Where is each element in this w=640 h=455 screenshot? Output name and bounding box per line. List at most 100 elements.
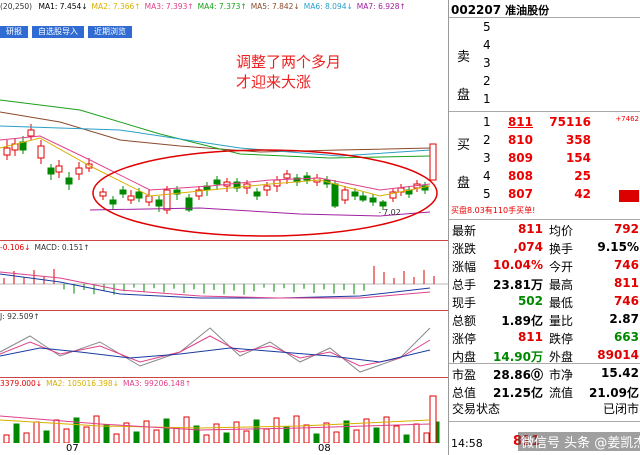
volume-bar xyxy=(393,425,400,443)
quote-field-label: 现手 xyxy=(452,296,477,310)
quote-field-label: 最高 xyxy=(549,278,574,292)
sell-level-index: 4 xyxy=(483,38,491,52)
ma-label-6: MA6: 8.094↓ xyxy=(303,2,353,11)
ma-label-5: MA5: 7.842↓ xyxy=(250,2,300,11)
quote-field-value: 28.86⓪ xyxy=(493,368,543,382)
quote-field-label: 最新 xyxy=(452,224,477,238)
macd-value-1: -0.106↓ xyxy=(0,243,31,252)
sell-side-label-1: 卖 xyxy=(457,50,471,65)
buy-level-volume: 42 xyxy=(574,187,591,201)
watermark: 微信号 头条 @姜凯杰 xyxy=(518,432,640,451)
volume-bar xyxy=(323,422,330,443)
tab-import-watchlist[interactable]: 自选股导入 xyxy=(32,26,84,38)
price-panel: 7.02 xyxy=(0,99,438,237)
volume-bar xyxy=(253,419,260,443)
quote-field-label: 总额 xyxy=(452,314,477,328)
candle-body xyxy=(155,199,163,207)
kline-chart[interactable]: (20,250) MA1: 7.454↓ MA2: 7.366↑ MA3: 7.39… xyxy=(0,0,448,455)
buy-level-volume: 75116 xyxy=(549,115,591,129)
volume-bar xyxy=(103,424,110,443)
volume-bar xyxy=(303,424,310,443)
volume-bar xyxy=(293,415,300,443)
quote-field-value: 811 xyxy=(517,222,543,236)
volume-bar xyxy=(33,421,40,443)
quote-field-label: 总手 xyxy=(452,278,477,292)
panel-divider xyxy=(0,310,448,311)
volume-value-3: MA3: 99206.148↑ xyxy=(122,379,192,388)
sell-level-index: 5 xyxy=(483,20,491,34)
candle-body xyxy=(109,199,117,205)
buy-level-index: 4 xyxy=(483,169,491,183)
volume-bar xyxy=(313,433,320,443)
quote-panel: 002207 准油股份 卖 盘 5 4 3 2 1 买 盘 1 811 75116 +7462 2… xyxy=(448,0,640,455)
panel-divider xyxy=(0,377,448,378)
volume-ma-line xyxy=(0,419,431,429)
volume-bar xyxy=(173,427,180,443)
candle-body xyxy=(359,195,367,201)
sell-side-label-2: 盘 xyxy=(457,88,471,103)
ma-label-7: MA7: 6.928↑ xyxy=(356,2,406,11)
quote-field-value: 89014 xyxy=(597,348,639,362)
ma-line xyxy=(0,135,431,191)
kdj-k-line xyxy=(0,335,431,367)
buy-level-row: 4 808 25 xyxy=(449,169,640,187)
buy-level-row: 5 807 42 xyxy=(449,187,640,205)
tab-recent[interactable]: 近期浏览 xyxy=(88,26,132,38)
quote-field-label: 最低 xyxy=(549,296,574,310)
ma-line xyxy=(0,111,431,153)
month-label-08: 08 xyxy=(318,443,331,454)
quote-field-value: 21.25亿 xyxy=(493,386,543,400)
candle-body xyxy=(213,179,221,185)
volume-bar xyxy=(403,434,410,443)
volume-bar xyxy=(153,429,160,443)
quote-info-row: 总值 21.25亿 流值 21.09亿 xyxy=(449,384,640,402)
quote-field-label: 内盘 xyxy=(452,350,477,364)
quote-field-value: 2.87 xyxy=(609,312,639,326)
divider xyxy=(449,219,640,220)
sell-level-index: 3 xyxy=(483,56,491,70)
candle-body xyxy=(233,181,241,189)
quote-field-label: 换手 xyxy=(549,242,574,256)
volume-bar xyxy=(413,423,420,443)
volume-bar xyxy=(3,434,10,443)
volume-bar xyxy=(123,422,130,443)
volume-bar xyxy=(13,423,20,443)
candle-body xyxy=(99,191,107,197)
tab-research[interactable]: 研报 xyxy=(0,26,28,38)
macd-dif-line xyxy=(0,273,431,299)
volume-bar xyxy=(53,419,60,443)
ma-label-2: MA2: 7.366↑ xyxy=(91,2,141,11)
candle-body xyxy=(351,191,359,197)
divider xyxy=(449,17,640,18)
ma-line xyxy=(0,125,431,157)
volume-label: 3379.000↓ MA2: 105016.398↓ MA3: 99206.148↑ xyxy=(0,379,195,388)
kdj-d-line xyxy=(0,347,431,363)
annotation-line-1: 调整了两个多月 xyxy=(236,53,342,71)
quote-info-row: 总额 1.89亿 量比 2.87 xyxy=(449,312,640,330)
volume-bar xyxy=(429,395,437,443)
period-label: (20,250) xyxy=(0,2,33,11)
volume-bar xyxy=(143,420,150,443)
volume-bar xyxy=(133,431,140,443)
quote-field-label: 量比 xyxy=(549,314,574,328)
volume-value-2: MA2: 105016.398↓ xyxy=(46,379,119,388)
candle-body xyxy=(341,189,349,201)
trade-status-label: 交易状态 xyxy=(452,402,501,416)
buy-level-row: 1 811 75116 +7462 xyxy=(449,115,640,133)
ma-line xyxy=(89,207,431,217)
quote-info-row: 市盈 28.86⓪ 市净 15.42 xyxy=(449,366,640,384)
quote-info-row: 最新 811 均价 792 xyxy=(449,222,640,240)
x-axis: 07 08 xyxy=(0,443,448,455)
quote-field-label: 今开 xyxy=(549,260,574,274)
buy-level-volume: 25 xyxy=(574,169,591,183)
buy-level-volume: 358 xyxy=(565,133,591,147)
volume-bar xyxy=(73,417,80,443)
ma-label-1: MA1: 7.454↓ xyxy=(38,2,88,11)
volume-bar xyxy=(163,418,170,443)
level-marker xyxy=(619,190,639,202)
buy-level-price: 810 xyxy=(507,133,533,147)
ma-line xyxy=(0,99,431,159)
sell-level-row: 4 xyxy=(449,38,640,56)
buy-side-label-2: 盘 xyxy=(457,176,471,191)
stock-code: 002207 xyxy=(451,3,502,17)
